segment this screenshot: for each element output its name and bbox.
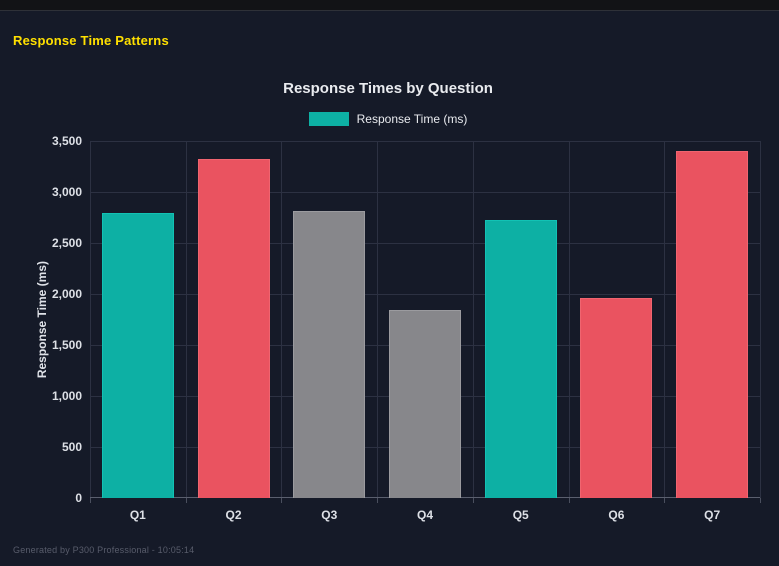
y-axis-tick-label: 1,500 — [51, 338, 82, 352]
legend-label: Response Time (ms) — [356, 112, 468, 126]
bar-q2[interactable] — [198, 159, 270, 498]
y-axis-title: Response Time (ms) — [35, 260, 49, 379]
legend-swatch — [308, 112, 349, 126]
gridline-vertical — [473, 141, 474, 498]
bar-q6[interactable] — [580, 298, 652, 498]
chart-canvas[interactable]: Response Times by Question Response Time… — [10, 70, 766, 536]
x-axis-label-q1: Q1 — [129, 508, 146, 522]
chart-title: Response Times by Question — [283, 80, 493, 97]
bar-q7[interactable] — [676, 151, 748, 498]
bar-q3[interactable] — [293, 211, 365, 498]
window-top-strip — [0, 0, 779, 11]
x-axis-tick-mark — [186, 498, 187, 503]
gridline-horizontal — [90, 192, 760, 193]
bar-q1[interactable] — [102, 213, 174, 498]
x-axis-tick-mark — [569, 498, 570, 503]
page-title: Response Time Patterns — [13, 33, 169, 48]
x-axis-tick-mark — [90, 498, 91, 503]
x-axis-tick-mark — [377, 498, 378, 503]
gridline-vertical — [377, 141, 378, 498]
x-axis-label-q7: Q7 — [704, 508, 721, 522]
gridline-horizontal — [90, 294, 760, 295]
gridline-vertical — [281, 141, 282, 498]
x-axis-label-q3: Q3 — [321, 508, 338, 522]
y-axis-tick-label: 3,500 — [51, 134, 82, 148]
gridline-horizontal — [90, 141, 760, 142]
gridline-vertical — [664, 141, 665, 498]
x-axis-label-q6: Q6 — [608, 508, 625, 522]
y-axis-tick-label: 2,000 — [51, 287, 82, 301]
x-axis-label-q5: Q5 — [512, 508, 529, 522]
gridline-vertical — [569, 141, 570, 498]
footer-status: Generated by P300 Professional - 10:05:1… — [13, 545, 195, 555]
y-axis-tick-label: 500 — [61, 440, 82, 454]
plot-area: 0 500 1,000 1,500 2,000 2,500 3,000 3,500 Q1 Q2 Q3… — [52, 134, 761, 522]
x-axis-label-q4: Q4 — [416, 508, 434, 522]
y-axis-tick-label: 1,000 — [51, 389, 82, 403]
bar-q5[interactable] — [485, 220, 557, 498]
x-axis-tick-mark — [281, 498, 282, 503]
gridline-vertical — [90, 141, 91, 498]
x-axis-tick-mark — [760, 498, 761, 503]
y-axis-tick-label: 2,500 — [51, 236, 82, 250]
y-axis-tick-label: 0 — [75, 491, 82, 505]
gridline-vertical — [760, 141, 761, 498]
legend-item-response-time[interactable]: Response Time (ms) — [308, 112, 468, 126]
bar-q4[interactable] — [389, 310, 461, 498]
x-axis-tick-mark — [473, 498, 474, 503]
gridline-vertical — [186, 141, 187, 498]
chart-legend: Response Time (ms) — [10, 112, 766, 126]
gridline-horizontal — [90, 243, 760, 244]
y-axis-tick-label: 3,000 — [51, 185, 82, 199]
x-axis-label-q2: Q2 — [225, 508, 242, 522]
x-axis-tick-mark — [664, 498, 665, 503]
